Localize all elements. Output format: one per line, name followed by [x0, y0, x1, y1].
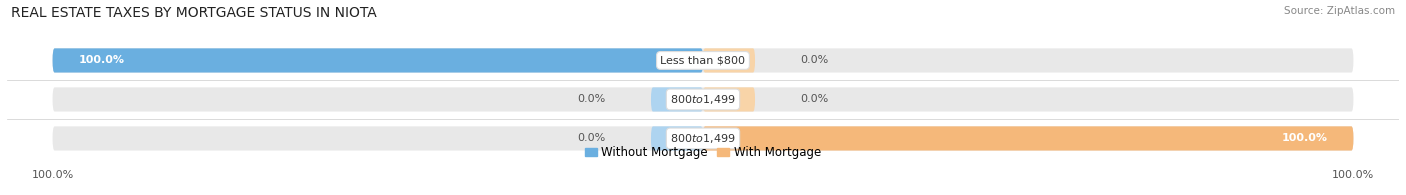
Text: 100.0%: 100.0%	[79, 55, 125, 66]
Text: 0.0%: 0.0%	[800, 55, 828, 66]
Text: REAL ESTATE TAXES BY MORTGAGE STATUS IN NIOTA: REAL ESTATE TAXES BY MORTGAGE STATUS IN …	[11, 6, 377, 20]
FancyBboxPatch shape	[703, 48, 755, 73]
Text: 100.0%: 100.0%	[1281, 133, 1327, 144]
FancyBboxPatch shape	[52, 48, 1354, 73]
Text: Source: ZipAtlas.com: Source: ZipAtlas.com	[1284, 6, 1395, 16]
FancyBboxPatch shape	[52, 87, 1354, 112]
FancyBboxPatch shape	[651, 126, 703, 151]
Text: $800 to $1,499: $800 to $1,499	[671, 132, 735, 145]
Legend: Without Mortgage, With Mortgage: Without Mortgage, With Mortgage	[581, 142, 825, 164]
Text: 0.0%: 0.0%	[578, 94, 606, 105]
FancyBboxPatch shape	[703, 87, 755, 112]
FancyBboxPatch shape	[703, 126, 1354, 151]
Text: 0.0%: 0.0%	[800, 94, 828, 105]
Text: Less than $800: Less than $800	[661, 55, 745, 66]
Text: $800 to $1,499: $800 to $1,499	[671, 93, 735, 106]
FancyBboxPatch shape	[651, 87, 703, 112]
Text: 0.0%: 0.0%	[578, 133, 606, 144]
FancyBboxPatch shape	[52, 126, 1354, 151]
FancyBboxPatch shape	[52, 48, 703, 73]
